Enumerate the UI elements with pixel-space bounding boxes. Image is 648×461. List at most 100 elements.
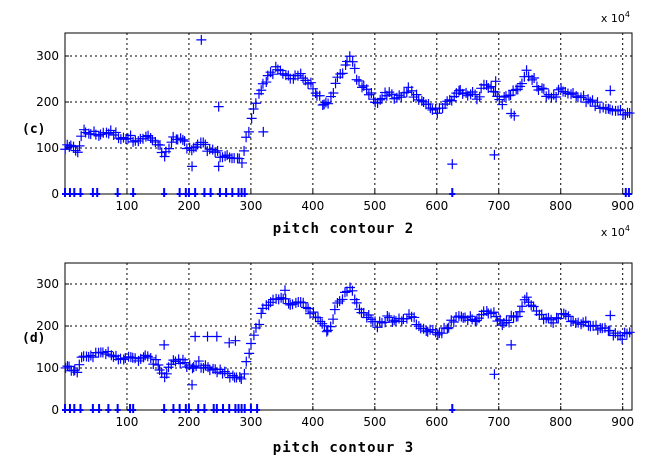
data-point-d xyxy=(436,328,447,339)
data-point-d xyxy=(150,354,161,365)
data-point-d xyxy=(100,349,111,360)
y-tick-label-d: 100 xyxy=(36,361,59,375)
data-point-d xyxy=(351,297,362,308)
zero-point-c xyxy=(201,188,208,197)
outlier-point-c xyxy=(196,34,207,45)
data-point-c xyxy=(384,87,395,98)
x-tick-label-c: 100 xyxy=(116,199,139,213)
data-point-c xyxy=(155,140,166,151)
data-point-c xyxy=(133,136,144,147)
data-point-d xyxy=(339,287,350,298)
tick-labels-c: 100 200 300 400 500 600 700 800 900 0 100 200 300 xyxy=(36,49,634,213)
zero-point-c xyxy=(449,188,456,197)
data-point-c xyxy=(330,78,341,89)
data-point-c xyxy=(272,64,283,75)
data-point-c xyxy=(256,85,267,96)
data-point-d xyxy=(526,300,537,311)
data-point-c xyxy=(537,83,548,94)
data-point-d xyxy=(481,305,492,316)
y-tick-label-c: 100 xyxy=(36,141,59,155)
x-multiplier-exp-d: 4 xyxy=(625,224,630,233)
zero-point-c xyxy=(241,188,248,197)
data-point-d xyxy=(558,308,569,319)
data-point-d xyxy=(580,316,591,327)
zero-point-c xyxy=(94,188,101,197)
data-point-d xyxy=(396,316,407,327)
data-points-d xyxy=(60,282,635,413)
data-point-d xyxy=(560,309,571,320)
outlier-point-d xyxy=(279,285,290,296)
data-point-d xyxy=(592,324,603,335)
outlier-point-d xyxy=(489,369,500,380)
data-point-d xyxy=(462,315,473,326)
data-point-c xyxy=(241,132,252,143)
zero-point-d xyxy=(71,404,78,413)
data-point-c xyxy=(583,94,594,105)
data-point-c xyxy=(467,86,478,97)
x-tick-label-c: 400 xyxy=(301,199,324,213)
data-point-c xyxy=(490,87,501,98)
data-point-c xyxy=(505,90,516,101)
data-point-d xyxy=(193,356,204,367)
data-point-d xyxy=(236,373,247,384)
data-point-d xyxy=(310,312,321,323)
data-point-c xyxy=(442,96,453,107)
data-point-d xyxy=(295,297,306,308)
x-tick-label-c: 500 xyxy=(363,199,386,213)
data-point-d xyxy=(604,325,615,336)
data-point-c xyxy=(566,89,577,100)
panel-label-d: (d) xyxy=(22,331,45,346)
data-point-d xyxy=(153,360,164,371)
data-point-d xyxy=(161,368,172,379)
zero-point-d xyxy=(226,404,233,413)
data-point-c xyxy=(236,157,247,168)
data-point-c xyxy=(163,143,174,154)
outlier-point-c xyxy=(187,161,198,172)
data-point-c xyxy=(624,108,635,119)
data-point-d xyxy=(504,317,515,328)
data-point-d xyxy=(406,311,417,322)
data-point-c xyxy=(220,151,231,162)
outlier-point-d xyxy=(506,339,517,350)
zero-point-c xyxy=(185,188,192,197)
data-point-c xyxy=(394,90,405,101)
data-point-c xyxy=(357,82,368,93)
data-point-c xyxy=(620,109,631,120)
outlier-point-c xyxy=(258,126,269,137)
x-tick-label-c: 600 xyxy=(425,199,448,213)
data-point-d xyxy=(389,315,400,326)
data-point-d xyxy=(578,317,589,328)
outlier-point-c xyxy=(605,85,616,96)
data-point-d xyxy=(138,352,149,363)
tick-labels-d: 100 200 300 400 500 600 700 800 900 0 100 200 300 xyxy=(36,277,634,429)
x-tick-label-c: 300 xyxy=(239,199,262,213)
data-point-d xyxy=(321,326,332,337)
data-point-c xyxy=(239,145,250,156)
data-point-c xyxy=(516,78,527,89)
x-tick-label-d: 500 xyxy=(363,415,386,429)
data-point-c xyxy=(328,88,339,99)
plot-area-c xyxy=(64,32,633,195)
zero-point-c xyxy=(207,188,214,197)
x-tick-label-d: 800 xyxy=(549,415,572,429)
data-point-d xyxy=(328,314,339,325)
zero-point-d xyxy=(105,404,112,413)
outlier-point-d xyxy=(211,331,222,342)
data-point-d xyxy=(133,355,144,366)
y-tick-label-c: 300 xyxy=(36,49,59,63)
data-point-c xyxy=(375,94,386,105)
x-tick-label-d: 600 xyxy=(425,415,448,429)
data-point-c xyxy=(423,99,434,110)
data-point-c xyxy=(202,146,213,157)
data-point-d xyxy=(256,308,267,319)
data-point-d xyxy=(241,356,252,367)
data-point-d xyxy=(422,326,433,337)
data-point-c xyxy=(65,140,76,151)
data-point-d xyxy=(248,330,259,341)
x-multiplier-c: x 104 xyxy=(601,10,630,25)
x-tick-label-d: 400 xyxy=(301,415,324,429)
plot-area-d xyxy=(64,262,633,411)
data-point-d xyxy=(624,327,635,338)
zero-point-d xyxy=(96,404,103,413)
outlier-point-d xyxy=(224,337,235,348)
